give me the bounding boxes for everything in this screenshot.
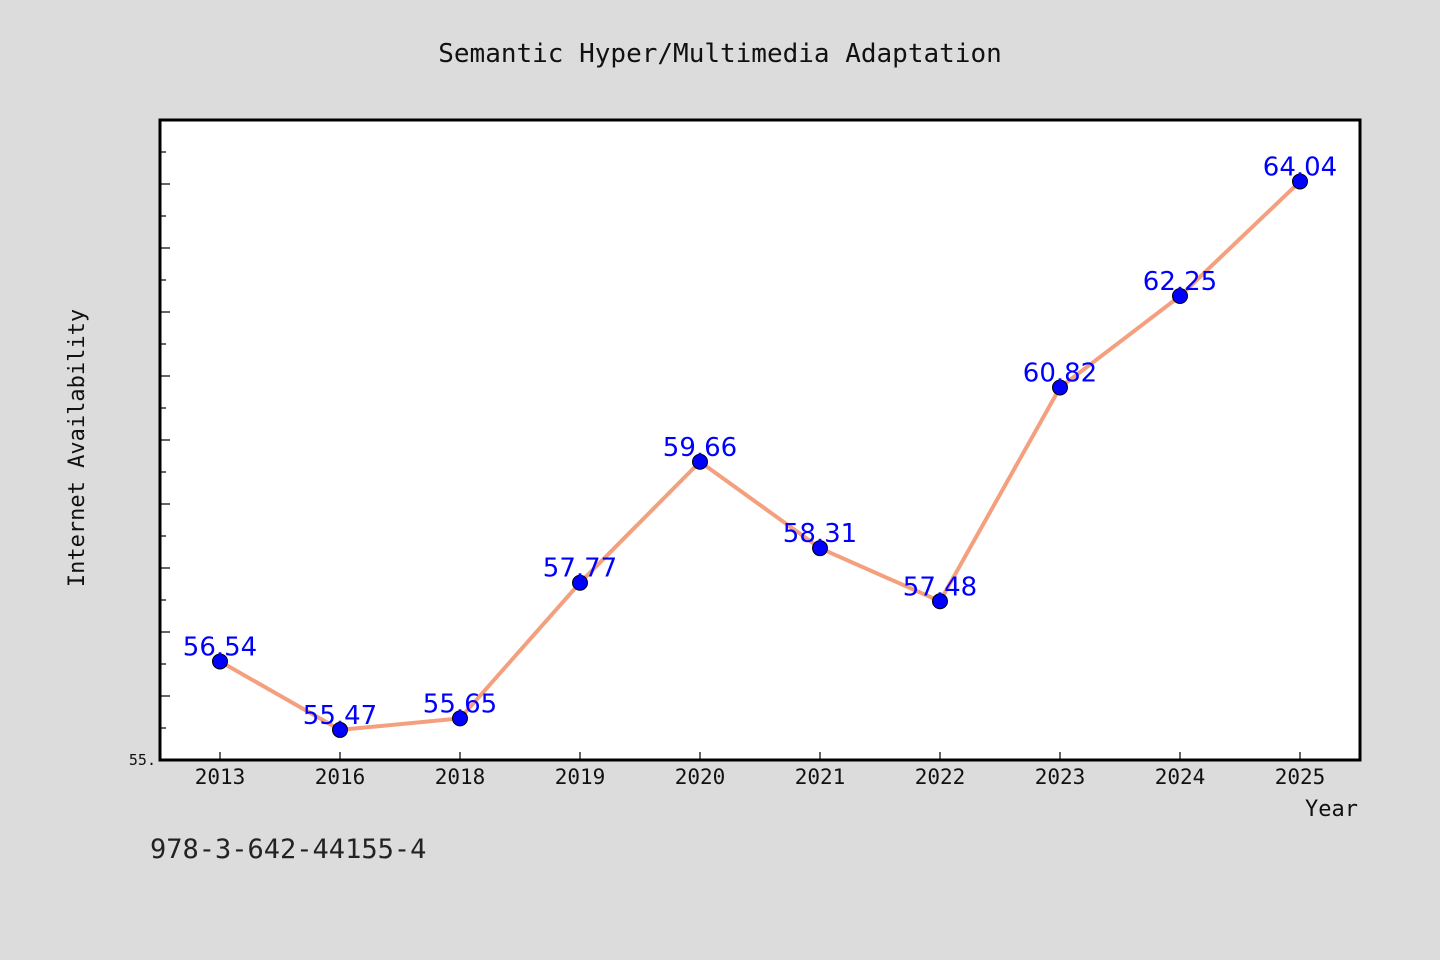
x-tick-label: 2016 (315, 765, 366, 789)
x-tick-label: 2023 (1035, 765, 1086, 789)
data-label: 57.48 (903, 572, 977, 602)
x-axis-ticks: 2013 2016 2018 2019 2020 2021 2022 2023 2024 2025 (195, 752, 1326, 789)
data-point (332, 721, 348, 738)
series-layer: 56.54 55.47 55.65 57.77 59.66 58.31 57.48 60.82… (183, 152, 1337, 738)
plot-area (158, 118, 1362, 762)
x-tick-label: 2025 (1275, 765, 1326, 789)
x-tick-label: 2020 (675, 765, 726, 789)
x-axis-label: Year (1305, 797, 1358, 822)
x-tick-label: 2013 (195, 765, 246, 789)
data-point (1292, 173, 1308, 190)
data-point (812, 540, 828, 557)
x-tick-label: 2018 (435, 765, 486, 789)
x-tick-label: 2022 (915, 765, 966, 789)
data-label: 60.82 (1023, 359, 1097, 389)
data-label: 57.77 (543, 554, 617, 584)
series-line (218, 179, 1302, 732)
data-label: 58.31 (783, 519, 857, 549)
data-point (1172, 288, 1188, 304)
data-label: 55.65 (423, 689, 497, 719)
data-point (572, 574, 588, 591)
data-point (452, 710, 468, 727)
data-point (212, 653, 228, 670)
chart-title: Semantic Hyper/Multimedia Adaptation (438, 39, 1002, 69)
y-axis-ticks: 55. (129, 119, 170, 769)
data-label: 59.66 (663, 433, 737, 463)
x-tick-label: 2021 (795, 765, 846, 789)
data-point (1052, 379, 1068, 396)
data-label: 56.54 (183, 632, 257, 662)
data-point (932, 593, 948, 610)
y-tick-label: 55. (129, 751, 156, 769)
data-label: 55.47 (303, 701, 377, 731)
isbn-footnote: 978-3-642-44155-4 (150, 834, 427, 865)
data-point (692, 453, 708, 470)
x-tick-label: 2019 (555, 765, 606, 789)
x-tick-label: 2024 (1155, 765, 1206, 789)
data-label: 62.25 (1143, 267, 1217, 297)
y-axis-label: Internet Availability (65, 309, 90, 587)
data-label: 64.04 (1263, 152, 1337, 182)
